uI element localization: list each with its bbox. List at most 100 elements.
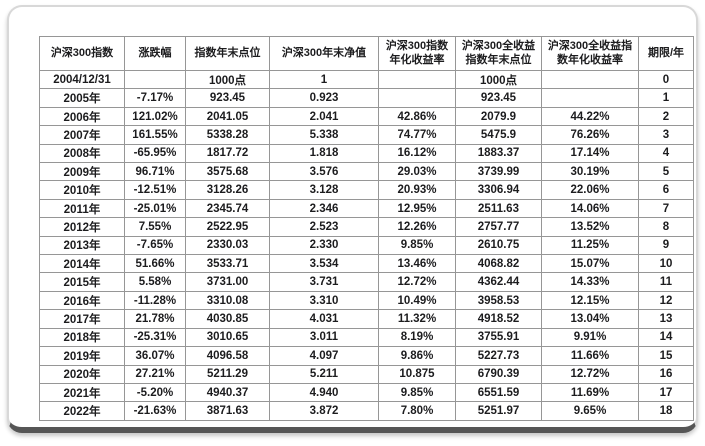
cell: 4096.58	[185, 346, 270, 366]
cell: 2019年	[39, 346, 125, 366]
cell: 10.49%	[378, 290, 456, 311]
cell: 3310.08	[185, 290, 270, 311]
cell	[541, 88, 639, 108]
cell: 5475.9	[455, 125, 542, 145]
cell: 6551.59	[455, 382, 542, 403]
cell: 2	[638, 106, 694, 127]
cell: 74.77%	[378, 125, 456, 145]
cell: 2345.74	[185, 198, 270, 219]
cell: 2004/12/31	[39, 69, 125, 90]
cell: 2012年	[39, 217, 125, 237]
cell: -12.51%	[124, 180, 186, 200]
column-header: 沪深300年末净值	[269, 36, 379, 71]
cell: -21.63%	[124, 401, 186, 421]
cell: 1883.37	[455, 143, 542, 164]
cell: 2014年	[39, 254, 125, 274]
cell: 7.55%	[124, 217, 186, 237]
cell: 2330.03	[185, 235, 270, 256]
cell: 1	[638, 88, 694, 108]
column-header: 期限/年	[638, 36, 694, 71]
table-row: 2015年 5.58% 3731.00 3.731 12.72% 4362.44 14.33…	[39, 272, 694, 292]
table-row: 2021年 -5.20% 4940.37 4.940 9.85% 6551.59 11.69…	[39, 382, 694, 403]
cell	[541, 69, 639, 90]
cell: 13.04%	[541, 309, 639, 329]
cell: 12	[638, 290, 694, 311]
cell: -25.31%	[124, 327, 186, 348]
cell: 9.91%	[541, 327, 639, 348]
cell: 3739.99	[455, 162, 542, 182]
cell: 11	[638, 272, 694, 292]
cell: 3	[638, 125, 694, 145]
cell: 22.06%	[541, 180, 639, 200]
cell: 2610.75	[455, 235, 542, 256]
cell: 13.46%	[378, 254, 456, 274]
cell: -25.01%	[124, 198, 186, 219]
cell: 51.66%	[124, 254, 186, 274]
cell: 7.80%	[378, 401, 456, 421]
cell: 11.66%	[541, 346, 639, 366]
cell: 2757.77	[455, 217, 542, 237]
cell: 4940.37	[185, 382, 270, 403]
cell: 17.14%	[541, 143, 639, 164]
cell: 6790.39	[455, 364, 542, 384]
cell: 1817.72	[185, 143, 270, 164]
cell: 96.71%	[124, 162, 186, 182]
cell: 0.923	[269, 88, 379, 108]
cell: 13.52%	[541, 217, 639, 237]
cell	[378, 69, 456, 90]
cell: 16	[638, 364, 694, 384]
table-row: 2004/12/31 1000点 1 1000点 0	[39, 69, 694, 90]
cell: 10	[638, 254, 694, 274]
cell: 12.72%	[378, 272, 456, 292]
cell: 2522.95	[185, 217, 270, 237]
cell	[378, 88, 456, 108]
cell: 923.45	[185, 88, 270, 108]
column-header: 沪深300全收益指 数年化收益率	[541, 36, 639, 71]
cell: 10.875	[378, 364, 456, 384]
cell: 2511.63	[455, 198, 542, 219]
cell: 11.69%	[541, 382, 639, 403]
cell: 1.818	[269, 143, 379, 164]
table-row: 2011年 -25.01% 2345.74 2.346 12.95% 2511.63 14.…	[39, 198, 694, 219]
table-row: 2012年 7.55% 2522.95 2.523 12.26% 2757.77 13.52…	[39, 217, 694, 237]
cell: 11.32%	[378, 309, 456, 329]
cell: 923.45	[455, 88, 542, 108]
cell: 20.93%	[378, 180, 456, 200]
column-header: 指数年末点位	[185, 36, 270, 71]
table-row: 2005年 -7.17% 923.45 0.923 923.45 1	[39, 88, 694, 108]
cell: 2006年	[39, 106, 125, 127]
cell: 3533.71	[185, 254, 270, 274]
cell: 2021年	[39, 382, 125, 403]
cell: 42.86%	[378, 106, 456, 127]
cell: -7.65%	[124, 235, 186, 256]
cell: 30.19%	[541, 162, 639, 182]
cell: 3.872	[269, 401, 379, 421]
cell: 3.731	[269, 272, 379, 292]
cell: 2011年	[39, 198, 125, 219]
cell: 12.26%	[378, 217, 456, 237]
cell: 2022年	[39, 401, 125, 421]
cell: -7.17%	[124, 88, 186, 108]
cell: 9	[638, 235, 694, 256]
table-row: 2020年 27.21% 5211.29 5.211 10.875 6790.39 12.7…	[39, 364, 694, 384]
cell: 2.041	[269, 106, 379, 127]
cell: 9.86%	[378, 346, 456, 366]
table-row: 2016年 -11.28% 3310.08 3.310 10.49% 3958.53 12.…	[39, 290, 694, 311]
table-row: 2017年 21.78% 4030.85 4.031 11.32% 4918.52 13.0…	[39, 309, 694, 329]
cell: 6	[638, 180, 694, 200]
cell: 121.02%	[124, 106, 186, 127]
cell: 15	[638, 346, 694, 366]
table-row: 2010年 -12.51% 3128.26 3.128 20.93% 3306.94 22.…	[39, 180, 694, 200]
table-row: 2008年 -65.95% 1817.72 1.818 16.12% 1883.37 17.…	[39, 143, 694, 164]
cell: -65.95%	[124, 143, 186, 164]
column-header: 涨跌幅	[124, 36, 186, 71]
cell: 0	[638, 69, 694, 90]
cell: 3575.68	[185, 162, 270, 182]
cell: 2016年	[39, 290, 125, 311]
table-row: 2018年 -25.31% 3010.65 3.011 8.19% 3755.91 9.91…	[39, 327, 694, 348]
cell: 14	[638, 327, 694, 348]
cell: 36.07%	[124, 346, 186, 366]
cell: 4.097	[269, 346, 379, 366]
cell: 76.26%	[541, 125, 639, 145]
cell: 18	[638, 401, 694, 421]
